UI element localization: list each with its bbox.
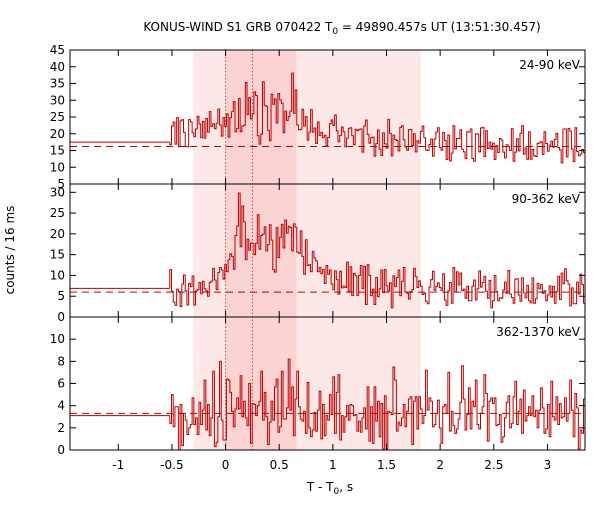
x-tick-label: 2.5	[484, 458, 503, 472]
panel-2-y-tick-label: 10	[50, 268, 65, 282]
panel-3-y-tick-label: 0	[57, 443, 65, 457]
x-tick-label: -0.5	[160, 458, 183, 472]
panel-1-y-tick-label: 45	[50, 43, 65, 57]
x-tick-label: 0	[222, 458, 230, 472]
ticks-layer	[70, 49, 585, 451]
panel-1-y-tick-label: 10	[50, 160, 65, 174]
x-tick-label: 3	[544, 458, 552, 472]
x-axis-title-subscript: 0	[334, 487, 340, 497]
x-axis-title-rest: , s	[339, 480, 353, 494]
chart-title: KONUS-WIND S1 GRB 070422 T0 = 49890.457s…	[143, 20, 540, 37]
panel-1-y-tick-label: 40	[50, 60, 65, 74]
x-tick-label: 1.5	[377, 458, 396, 472]
panel-3-y-tick-label: 6	[57, 377, 65, 391]
panel-1-y-tick-label: 25	[50, 110, 65, 124]
x-tick-label: 2	[436, 458, 444, 472]
panel-1-y-tick-label: 5	[57, 177, 65, 191]
panel-3-y-tick-label: 10	[50, 332, 65, 346]
panel-3-y-tick-label: 8	[57, 354, 65, 368]
panel-3-light-curve	[169, 358, 585, 451]
chart-title-rest: = 49890.457s UT (13:51:30.457)	[338, 20, 541, 34]
panel-1-y-tick-label: 20	[50, 127, 65, 141]
panel-2-y-tick-label: 20	[50, 227, 65, 241]
panel-2-y-tick-label: 25	[50, 206, 65, 220]
x-tick-label: 0.5	[270, 458, 289, 472]
panel-2-y-tick-label: 0	[57, 310, 65, 324]
panel-1-y-tick-label: 35	[50, 77, 65, 91]
panel-3-y-tick-label: 4	[57, 399, 65, 413]
panel-2-energy-band-label: 90-362 keV	[512, 192, 581, 206]
panel-1-y-tick-label: 30	[50, 93, 65, 107]
panel-3-y-tick-label: 2	[57, 421, 65, 435]
x-tick-label: -1	[112, 458, 124, 472]
y-axis-title: counts / 16 ms	[3, 206, 17, 295]
panel-1-light-curve	[169, 72, 585, 164]
panel-1-energy-band-label: 24-90 keV	[519, 58, 581, 72]
panel-2-y-tick-label: 15	[50, 248, 65, 262]
chart-title-subscript: 0	[332, 27, 338, 37]
panel-1-y-tick-label: 15	[50, 144, 65, 158]
x-tick-label: 1	[329, 458, 337, 472]
panel-2-y-tick-label: 30	[50, 185, 65, 199]
x-axis-title: T - T0, s	[306, 480, 353, 497]
panel-2-y-tick-label: 5	[57, 289, 65, 303]
data-layer	[70, 72, 585, 451]
panel-2-light-curve	[169, 192, 585, 309]
panel-3-energy-band-label: 362-1370 keV	[496, 325, 580, 339]
